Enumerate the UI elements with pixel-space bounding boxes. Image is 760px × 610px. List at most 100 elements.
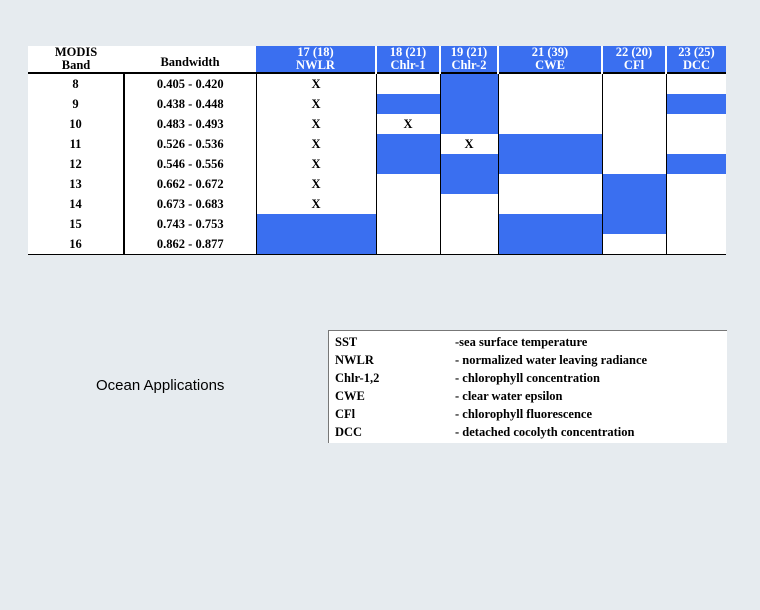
table-cell bbox=[497, 134, 602, 154]
table-cell bbox=[601, 114, 666, 134]
table-cell bbox=[497, 94, 602, 114]
table-cell bbox=[439, 234, 498, 255]
table-cell bbox=[601, 174, 666, 194]
header-band-line1: MODIS bbox=[54, 45, 98, 59]
table-cell bbox=[665, 134, 726, 154]
legend-item: CWE - clear water epsilon bbox=[329, 387, 727, 405]
table-cell bbox=[375, 94, 440, 114]
bandwidth-value: 0.526 - 0.536 bbox=[156, 137, 224, 151]
table-cell bbox=[439, 154, 498, 174]
band-cell: 16 bbox=[28, 234, 125, 255]
legend-desc: - detached cocolyth concentration bbox=[455, 425, 635, 439]
table-cell: X bbox=[255, 194, 376, 214]
header-col-17: 17 (18) NWLR bbox=[256, 46, 376, 73]
table-cell bbox=[497, 194, 602, 214]
header-col-21: 21 (39) CWE bbox=[497, 45, 602, 73]
table-row: 14 0.673 - 0.683 X bbox=[28, 194, 726, 214]
table-cell bbox=[665, 154, 726, 174]
table-cell bbox=[601, 194, 666, 214]
legend-abbr: CWE bbox=[335, 389, 365, 403]
bandwidth-value: 0.673 - 0.683 bbox=[156, 197, 224, 211]
header-col-17-num: 17 (18) bbox=[297, 45, 334, 59]
legend-abbr: CFl bbox=[335, 407, 356, 421]
ocean-applications-label: Ocean Applications bbox=[96, 377, 225, 394]
modis-band-table: MODIS Band Bandwidth 17 (18) NWLR 18 (21… bbox=[28, 46, 726, 255]
table-cell bbox=[665, 94, 726, 114]
legend-desc: - normalized water leaving radiance bbox=[455, 353, 648, 367]
table-cell bbox=[665, 194, 726, 214]
table-cell bbox=[375, 134, 440, 154]
table-row: 15 0.743 - 0.753 bbox=[28, 214, 726, 234]
header-col-19: 19 (21) Chlr-2 bbox=[439, 45, 498, 73]
band-cell: 10 bbox=[28, 114, 125, 134]
legend-abbr: SST bbox=[335, 335, 358, 349]
table-row: 8 0.405 - 0.420 X bbox=[28, 72, 726, 94]
legend-abbr: Chlr-1,2 bbox=[335, 371, 380, 385]
table-cell: X bbox=[439, 134, 498, 154]
bandwidth-cell: 0.673 - 0.683 bbox=[124, 194, 257, 214]
bandwidth-cell: 0.483 - 0.493 bbox=[124, 114, 257, 134]
header-col-21-num: 21 (39) bbox=[531, 45, 569, 59]
table-cell bbox=[497, 72, 602, 94]
header-band-line2: Band bbox=[61, 58, 91, 72]
legend-item: DCC - detached cocolyth concentration bbox=[329, 423, 727, 441]
table-row: 12 0.546 - 0.556 X bbox=[28, 154, 726, 174]
bandwidth-cell: 0.862 - 0.877 bbox=[124, 234, 257, 255]
header-col-22: 22 (20) CFl bbox=[601, 45, 666, 73]
table-cell: X bbox=[255, 94, 376, 114]
legend-item: Chlr-1,2 - chlorophyll concentration bbox=[329, 369, 727, 387]
table-cell bbox=[255, 214, 376, 234]
table-cell: X bbox=[255, 154, 376, 174]
bandwidth-value: 0.862 - 0.877 bbox=[156, 237, 224, 251]
table-cell bbox=[601, 234, 666, 255]
table-cell bbox=[497, 234, 602, 255]
bandwidth-value: 0.483 - 0.493 bbox=[156, 117, 224, 131]
table-cell bbox=[665, 234, 726, 255]
bandwidth-value: 0.438 - 0.448 bbox=[156, 97, 224, 111]
table-cell bbox=[439, 194, 498, 214]
table-cell bbox=[601, 154, 666, 174]
table-cell bbox=[497, 174, 602, 194]
header-col-22-num: 22 (20) bbox=[615, 45, 653, 59]
header-col-19-num: 19 (21) bbox=[450, 45, 488, 59]
band-cell: 12 bbox=[28, 154, 125, 174]
header-col-22-abbr: CFl bbox=[623, 58, 645, 72]
legend-abbr: DCC bbox=[335, 425, 363, 439]
table-cell bbox=[255, 234, 376, 255]
table-row: 10 0.483 - 0.493 X X bbox=[28, 114, 726, 134]
table-cell bbox=[497, 154, 602, 174]
table-cell bbox=[375, 214, 440, 234]
legend-desc: - chlorophyll concentration bbox=[455, 371, 600, 385]
table-cell bbox=[439, 94, 498, 114]
band-cell: 8 bbox=[28, 72, 125, 94]
header-col-19-abbr: Chlr-2 bbox=[451, 58, 487, 72]
table-cell bbox=[665, 214, 726, 234]
header-col-23: 23 (25) DCC bbox=[665, 46, 726, 73]
table-row: 16 0.862 - 0.877 bbox=[28, 234, 726, 255]
bandwidth-cell: 0.438 - 0.448 bbox=[124, 94, 257, 114]
band-cell: 15 bbox=[28, 214, 125, 234]
table-cell bbox=[601, 94, 666, 114]
abbreviation-legend: SST -sea surface temperature NWLR - norm… bbox=[328, 330, 727, 443]
header-col-18-num: 18 (21) bbox=[389, 45, 427, 59]
table-cell bbox=[497, 114, 602, 134]
table-row: 13 0.662 - 0.672 X bbox=[28, 174, 726, 194]
header-bandwidth: Bandwidth bbox=[124, 46, 256, 73]
table-cell: X bbox=[255, 72, 376, 94]
header-col-23-abbr: DCC bbox=[682, 58, 711, 72]
table-cell bbox=[601, 214, 666, 234]
table-cell bbox=[665, 114, 726, 134]
bandwidth-value: 0.662 - 0.672 bbox=[156, 177, 224, 191]
table-cell bbox=[375, 72, 440, 94]
header-col-21-abbr: CWE bbox=[535, 58, 565, 72]
legend-item: CFl - chlorophyll fluorescence bbox=[329, 405, 727, 423]
table-cell bbox=[601, 72, 666, 94]
bandwidth-value: 0.405 - 0.420 bbox=[156, 77, 224, 91]
table-cell bbox=[375, 154, 440, 174]
bandwidth-cell: 0.743 - 0.753 bbox=[124, 214, 257, 234]
table-cell bbox=[439, 114, 498, 134]
table-row: 11 0.526 - 0.536 X X bbox=[28, 134, 726, 154]
table-cell bbox=[439, 72, 498, 94]
table-cell bbox=[375, 174, 440, 194]
table-cell bbox=[439, 174, 498, 194]
